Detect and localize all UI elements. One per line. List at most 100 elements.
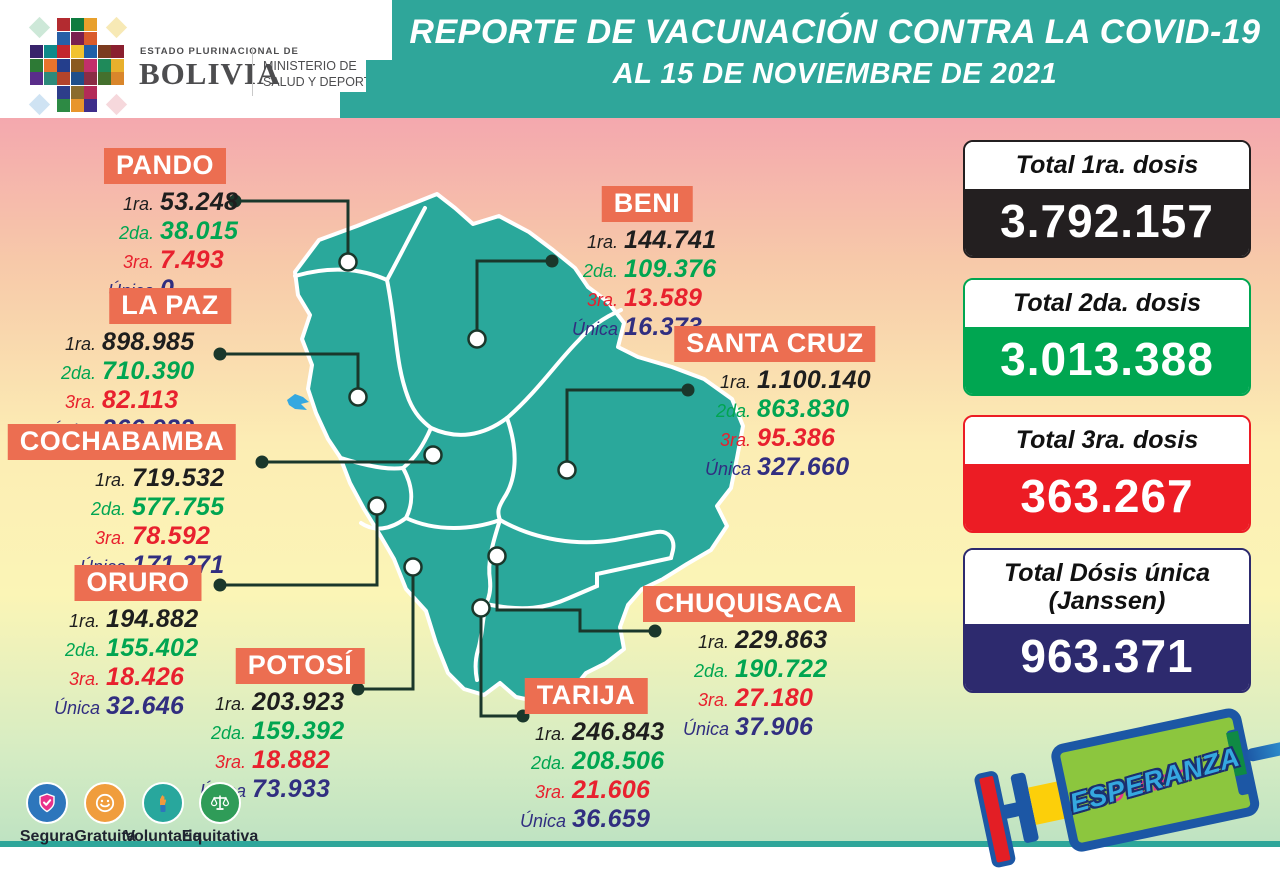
dept-santa-cruz: SANTA CRUZ 1ra. 1.100.140 2da. 863.830 3ra… [674,326,876,483]
dose1-value: 53.248 [160,188,239,216]
raised-hand-icon [142,782,184,824]
dose3-label: 3ra. [719,430,751,450]
dept-santa-cruz-stats: 1ra. 1.100.140 2da. 863.830 3ra. 95.386 Úni… [689,367,871,483]
unique-dose-value: 327.660 [757,453,850,481]
dose2-value: 863.830 [757,395,850,423]
dose2-value: 577.755 [132,493,225,521]
dose3-label: 3ra. [697,690,729,710]
principle-equitativa: Equitativa [176,782,264,846]
estado-plurinacional-label: ESTADO PLURINACIONAL DE [140,46,299,57]
total-unique-dose-value: 963.371 [965,624,1249,691]
dose2-label: 2da. [60,363,96,383]
dose3-label: 3ra. [534,782,566,802]
scales-icon [199,782,241,824]
ministry-label: MINISTERIO DE SALUD Y DEPORTES [263,58,388,91]
dose2-label: 2da. [210,723,246,743]
dept-oruro: ORURO 1ra. 194.882 2da. 155.402 3ra. 18.426… [38,565,202,722]
dose3-value: 21.606 [572,776,651,804]
dose2-label: 2da. [693,661,729,681]
unique-dose-label: Única [53,698,100,718]
dose1-label: 1ra. [68,611,100,631]
dose3-value: 95.386 [757,424,836,452]
smiley-icon [84,782,126,824]
bottom-teal-strip [0,841,1280,847]
dept-beni-stats: 1ra. 144.741 2da. 109.376 3ra. 13.589 Única… [556,227,716,343]
dose1-label: 1ra. [122,194,154,214]
dept-chuquisaca-label: CHUQUISACA [642,586,856,622]
dept-cochabamba-label: COCHABAMBA [7,424,237,460]
dose2-label: 2da. [582,261,618,281]
dose1-label: 1ra. [534,724,566,744]
dose1-label: 1ra. [697,632,729,652]
dept-potosi-label: POTOSÍ [235,648,365,684]
unique-dose-label: Única [571,319,618,339]
dose3-label: 3ra. [122,252,154,272]
dose3-value: 13.589 [624,284,703,312]
dept-pando-label: PANDO [103,148,227,184]
title-banner [340,0,1280,118]
unique-dose-value: 73.933 [252,775,331,803]
principle-segura: Segura [3,782,91,846]
total-first-dose-label: Total 1ra. dosis [965,142,1249,189]
dept-beni-label: BENI [601,186,693,222]
total-first-dose-value: 3.792.157 [965,188,1249,256]
principle-equitativa-label: Equitativa [181,828,259,845]
dose3-label: 3ra. [68,669,100,689]
total-unique-dose-box: Total Dósis única (Janssen) 963.371 [963,548,1251,693]
principle-gratuita: Gratuita [61,782,149,846]
dose2-label: 2da. [715,401,751,421]
syringe-needle [1244,738,1280,763]
dose2-value: 159.392 [252,717,345,745]
dose1-label: 1ra. [64,334,96,354]
dose3-value: 82.113 [102,386,179,414]
dose3-value: 18.426 [106,663,185,691]
dose2-label: 2da. [64,640,100,660]
dept-chuquisaca: CHUQUISACA 1ra. 229.863 2da. 190.722 3ra. 2… [642,586,856,743]
unique-dose-value: 32.646 [106,692,185,720]
total-third-dose-box: Total 3ra. dosis 363.267 [963,415,1251,533]
report-title-line2: AL 15 DE NOVIEMBRE DE 2021 [612,58,1058,90]
unique-dose-value: 36.659 [572,805,651,833]
unique-dose-label: Única [704,459,751,479]
principle-gratuita-label: Gratuita [74,828,136,845]
dept-santa-cruz-label: SANTA CRUZ [674,326,876,362]
dept-la-paz: LA PAZ 1ra. 898.985 2da. 710.390 3ra. 82.11… [34,288,231,445]
total-first-dose-box: Total 1ra. dosis 3.792.157 [963,140,1251,258]
dept-la-paz-label: LA PAZ [109,288,231,324]
dose3-value: 78.592 [132,522,211,550]
bolivia-wordmark: BOLIVIA [139,56,281,91]
principle-voluntaria-label: Voluntaria [124,828,202,845]
dept-potosi: POTOSÍ 1ra. 203.923 2da. 159.392 3ra. 18.88… [184,648,365,805]
syringe-text-line2: ESPERANZA [1066,740,1244,819]
dose1-value: 246.843 [572,718,665,746]
shield-check-icon [26,782,68,824]
dose3-value: 27.180 [735,684,814,712]
dept-tarija-stats: 1ra. 246.843 2da. 208.506 3ra. 21.606 Única… [504,719,664,835]
dept-tarija-label: TARIJA [524,678,648,714]
dept-cochabamba: COCHABAMBA 1ra. 719.532 2da. 577.755 3ra. 7… [7,424,237,581]
dose3-label: 3ra. [94,528,126,548]
dose2-value: 155.402 [106,634,199,662]
report-title: REPORTE DE VACUNACIÓN CONTRA LA COVID-19… [400,0,1270,118]
principle-voluntaria: Voluntaria [119,782,207,846]
dept-tarija: TARIJA 1ra. 246.843 2da. 208.506 3ra. 21.60… [504,678,664,835]
dept-oruro-stats: 1ra. 194.882 2da. 155.402 3ra. 18.426 Única… [38,606,198,722]
total-third-dose-label: Total 3ra. dosis [965,417,1249,464]
dose2-value: 38.015 [160,217,239,245]
unique-dose-label: Única [519,811,566,831]
dept-beni: BENI 1ra. 144.741 2da. 109.376 3ra. 13.589 … [556,186,716,343]
dose3-value: 18.882 [252,746,331,774]
brand-divider [252,48,253,96]
dose1-value: 719.532 [132,464,225,492]
dose1-label: 1ra. [94,470,126,490]
unique-dose-value: 37.906 [735,713,814,741]
dept-chuquisaca-stats: 1ra. 229.863 2da. 190.722 3ra. 27.180 Única… [667,627,827,743]
dept-pando: PANDO 1ra.53.248 2da.38.015 3ra.7.493 Ún… [92,148,238,305]
total-second-dose-label: Total 2da. dosis [965,280,1249,327]
dose1-value: 898.985 [102,328,195,356]
total-unique-dose-label-line2: (Janssen) [1048,586,1166,615]
dose1-value: 229.863 [735,626,828,654]
dose1-label: 1ra. [719,372,751,392]
dept-cochabamba-stats: 1ra.719.532 2da.577.755 3ra.78.592 Única… [64,465,224,581]
dose1-label: 1ra. [586,232,618,252]
